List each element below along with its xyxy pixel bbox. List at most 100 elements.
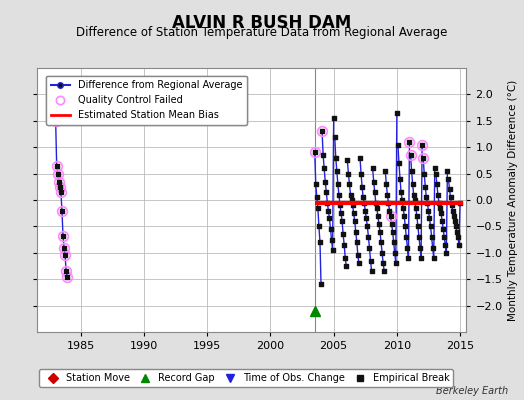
Y-axis label: Monthly Temperature Anomaly Difference (°C): Monthly Temperature Anomaly Difference (… bbox=[508, 79, 518, 321]
Point bbox=[440, 234, 449, 240]
Point bbox=[449, 207, 457, 214]
Point bbox=[403, 244, 411, 251]
Point bbox=[437, 210, 445, 216]
Point bbox=[351, 218, 359, 224]
Point bbox=[372, 200, 380, 206]
Point bbox=[452, 223, 460, 230]
Point bbox=[329, 247, 337, 253]
Point bbox=[336, 202, 344, 208]
Point bbox=[381, 168, 389, 174]
Point bbox=[394, 141, 402, 148]
Point bbox=[368, 165, 377, 172]
Point bbox=[358, 184, 366, 190]
Point bbox=[328, 236, 336, 243]
Point bbox=[390, 250, 399, 256]
Point bbox=[389, 239, 398, 246]
Point bbox=[445, 186, 454, 193]
Point bbox=[352, 228, 360, 235]
Point bbox=[410, 192, 418, 198]
Point bbox=[378, 250, 386, 256]
Point bbox=[447, 202, 456, 208]
Point bbox=[313, 194, 321, 200]
Point bbox=[373, 205, 381, 211]
Point bbox=[453, 228, 461, 235]
Point bbox=[443, 168, 452, 174]
Point bbox=[412, 205, 420, 211]
Point bbox=[337, 210, 345, 216]
Point bbox=[340, 242, 348, 248]
Point bbox=[423, 200, 432, 206]
Point bbox=[385, 207, 394, 214]
Point bbox=[311, 149, 319, 156]
Point bbox=[357, 170, 365, 177]
Point bbox=[435, 200, 443, 206]
Point bbox=[446, 194, 455, 200]
Point bbox=[375, 220, 383, 227]
Point bbox=[58, 207, 66, 214]
Point bbox=[404, 255, 412, 261]
Point bbox=[387, 220, 396, 227]
Point bbox=[442, 250, 451, 256]
Point bbox=[396, 176, 404, 182]
Point bbox=[422, 194, 431, 200]
Point bbox=[350, 210, 358, 216]
Point bbox=[360, 200, 368, 206]
Point bbox=[353, 239, 361, 246]
Point bbox=[429, 244, 437, 251]
Point bbox=[332, 154, 340, 161]
Point bbox=[444, 176, 453, 182]
Legend: Difference from Regional Average, Quality Control Failed, Estimated Station Mean: Difference from Regional Average, Qualit… bbox=[46, 76, 247, 125]
Point bbox=[60, 244, 68, 251]
Point bbox=[62, 268, 70, 274]
Point bbox=[419, 154, 428, 161]
Point bbox=[354, 252, 362, 259]
Point bbox=[53, 170, 62, 177]
Point bbox=[374, 213, 382, 219]
Point bbox=[432, 170, 440, 177]
Point bbox=[356, 154, 364, 161]
Point bbox=[355, 260, 363, 266]
Point bbox=[315, 223, 323, 230]
Point bbox=[344, 170, 353, 177]
Point bbox=[367, 268, 376, 274]
Point bbox=[400, 213, 408, 219]
Point bbox=[339, 231, 347, 238]
Point bbox=[365, 244, 374, 251]
Point bbox=[362, 215, 370, 222]
Point bbox=[451, 218, 459, 224]
Point bbox=[406, 152, 414, 158]
Point bbox=[386, 213, 395, 219]
Point bbox=[59, 233, 67, 239]
Point bbox=[399, 205, 407, 211]
Point bbox=[382, 181, 390, 187]
Point bbox=[316, 239, 324, 246]
Point bbox=[369, 178, 378, 185]
Point bbox=[366, 258, 375, 264]
Point bbox=[63, 273, 71, 280]
Point bbox=[431, 165, 439, 172]
Point bbox=[441, 242, 450, 248]
Point bbox=[319, 152, 328, 158]
Point bbox=[398, 197, 406, 203]
Point bbox=[430, 255, 438, 261]
Point bbox=[407, 168, 416, 174]
Point bbox=[401, 223, 409, 230]
Point bbox=[54, 178, 63, 185]
Point bbox=[363, 223, 372, 230]
Point bbox=[325, 215, 334, 222]
Point bbox=[454, 234, 462, 240]
Point bbox=[312, 181, 320, 187]
Point bbox=[331, 134, 339, 140]
Point bbox=[324, 207, 333, 214]
Point bbox=[418, 141, 427, 148]
Point bbox=[342, 263, 351, 269]
Point bbox=[323, 200, 332, 206]
Point bbox=[424, 207, 433, 214]
Point bbox=[346, 192, 355, 198]
Point bbox=[433, 181, 441, 187]
Text: Berkeley Earth: Berkeley Earth bbox=[436, 386, 508, 396]
Point bbox=[361, 207, 369, 214]
Point bbox=[335, 192, 343, 198]
Point bbox=[436, 205, 444, 211]
Point bbox=[450, 213, 458, 219]
